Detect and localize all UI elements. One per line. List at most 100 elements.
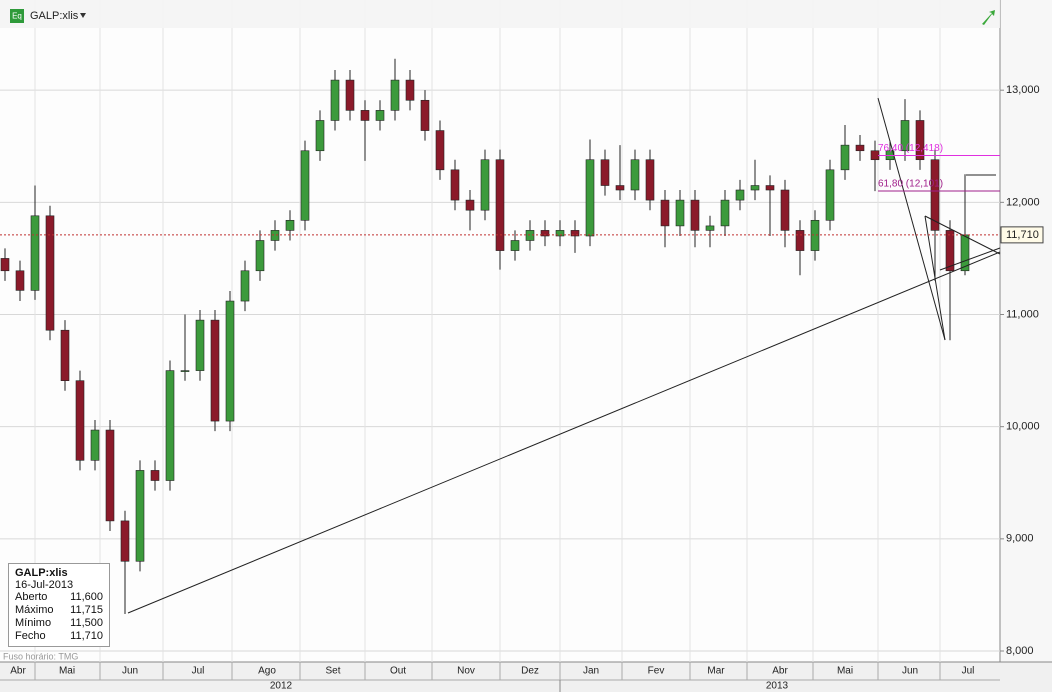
info-label: Fecho <box>15 630 46 642</box>
candle-body <box>930 159 940 231</box>
x-tick-label: Dez <box>521 666 539 677</box>
info-row: Máximo 11,715 <box>15 604 103 617</box>
candle-body <box>690 199 700 231</box>
trend-icon[interactable] <box>982 10 995 25</box>
last-price-box <box>1000 226 1044 244</box>
candle-body <box>375 110 385 121</box>
candle-body <box>645 159 655 201</box>
info-label: Aberto <box>15 591 48 603</box>
info-symbol: GALP:xlis <box>15 567 68 579</box>
info-value: 11,715 <box>70 604 103 616</box>
x-axis-area <box>0 662 1052 692</box>
candle-body <box>825 169 835 221</box>
year-label: 2013 <box>766 681 789 692</box>
y-tick-label: 8,000 <box>1006 645 1034 657</box>
info-rows: Aberto 11,600 Máximo 11,715 Mínimo 11,500 Fech… <box>15 591 103 643</box>
candle-body <box>525 230 535 241</box>
candle-body <box>90 429 100 461</box>
info-value: 11,500 <box>70 617 103 629</box>
candle-body <box>585 159 595 237</box>
candle-body <box>405 79 415 101</box>
info-date: 16-Jul-2013 <box>15 579 74 591</box>
x-tick-label: Nov <box>457 666 475 677</box>
candle-body <box>615 185 625 191</box>
trend-line <box>924 215 946 341</box>
candle-body <box>315 120 325 152</box>
candle-body <box>915 120 925 161</box>
candle-body <box>330 79 340 121</box>
candle-body <box>420 99 430 131</box>
candle-body <box>945 230 955 272</box>
candle-body <box>795 230 805 251</box>
candle-body <box>195 319 205 371</box>
candle-body <box>345 79 355 111</box>
overlay: 76,40 (12,418) 61,80 (12,101) 11,710 <box>0 143 1044 244</box>
x-tick-label: Ago <box>258 666 276 677</box>
x-tick-label: Fev <box>648 666 665 677</box>
y-tick-label: 13,000 <box>1006 84 1040 96</box>
candle-body <box>465 199 475 211</box>
x-tick-label: Out <box>390 666 406 677</box>
info-row: Mínimo 11,500 <box>15 617 103 630</box>
candle-body <box>255 240 265 272</box>
trend-line <box>127 251 1001 614</box>
x-tick-label: Jul <box>192 666 205 677</box>
fib-label: 76,40 (12,418) <box>878 143 943 154</box>
candle-body <box>735 189 745 201</box>
x-tick-label: Set <box>325 666 340 677</box>
candle-body <box>705 225 715 231</box>
header-bar <box>0 0 1000 28</box>
candle-body <box>570 230 580 237</box>
fib-label: 61,80 (12,101) <box>878 179 943 190</box>
info-row: Aberto 11,600 <box>15 591 103 604</box>
candle-body <box>120 520 130 562</box>
candle-body <box>45 215 55 331</box>
x-tick-label: Mai <box>837 666 853 677</box>
symbol-title[interactable]: GALP:xlis <box>30 10 79 22</box>
candle-body <box>30 215 40 291</box>
candle-body <box>240 270 250 302</box>
trend-line <box>877 97 946 341</box>
y-tick-label: 12,000 <box>1006 196 1040 208</box>
candle-body <box>900 120 910 152</box>
y-tick-label: 10,000 <box>1006 421 1040 433</box>
candle-body <box>300 150 310 221</box>
candle-body <box>480 159 490 211</box>
x-tick-label: Jan <box>583 666 599 677</box>
trend-line <box>939 247 1001 271</box>
candle-body <box>630 159 640 191</box>
candle-body <box>270 230 280 241</box>
candle-body <box>225 300 235 422</box>
x-tick-label: Mai <box>59 666 75 677</box>
last-price-label: 11,710 <box>1006 229 1039 241</box>
candle-body <box>390 79 400 111</box>
x-tick-label: Jul <box>962 666 975 677</box>
candle-body <box>495 159 505 251</box>
candle-body <box>840 144 850 171</box>
candle-body <box>750 185 760 191</box>
info-value: 11,600 <box>70 591 103 603</box>
year-label: 2012 <box>270 681 293 692</box>
candle-body <box>210 319 220 422</box>
timezone: Fuso horário: TMG <box>3 651 78 661</box>
candle-body <box>510 240 520 251</box>
candle-body <box>675 199 685 227</box>
x-tick-label: Jun <box>122 666 138 677</box>
candle-body <box>450 169 460 201</box>
trend-lines <box>127 97 1001 614</box>
y-axis-area <box>1000 0 1052 662</box>
candle-body <box>15 270 25 291</box>
candle-body <box>75 380 85 461</box>
candle-body <box>0 258 10 272</box>
equity-icon <box>10 9 24 23</box>
candle-body <box>720 199 730 227</box>
candle-body <box>540 230 550 237</box>
dropdown-arrow[interactable] <box>80 13 86 18</box>
info-row: Fecho 11,710 <box>15 630 103 643</box>
candle-body <box>285 219 295 231</box>
x-tick-label: Jun <box>902 666 918 677</box>
y-tick-label: 9,000 <box>1006 533 1034 545</box>
info-box: GALP:xlis 16-Jul-2013 Aberto 11,600 Máximo… <box>8 563 110 647</box>
